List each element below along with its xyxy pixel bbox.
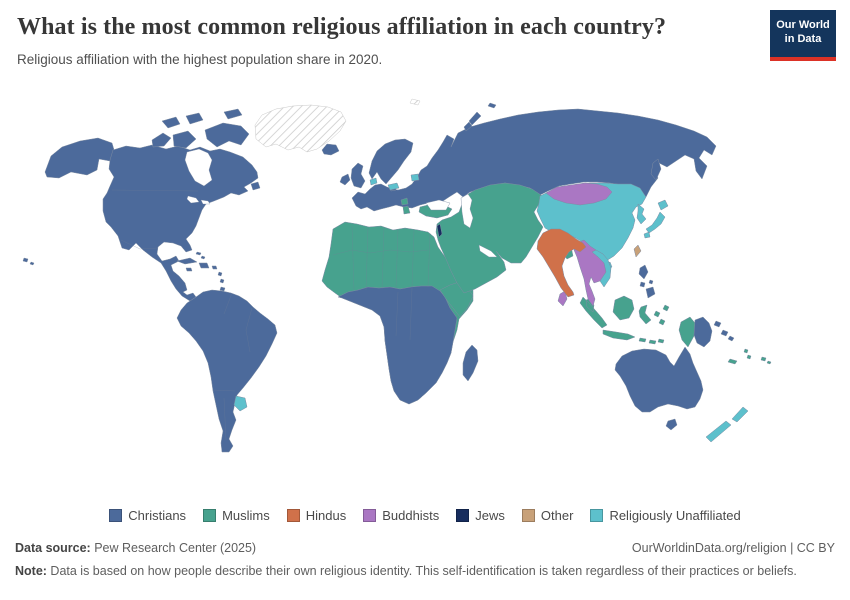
map-regions [22,98,772,453]
country-borders [111,189,431,441]
legend-label-hindus: Hindus [305,508,347,523]
attribution-link[interactable]: OurWorldinData.org/religion | CC BY [631,541,835,555]
page-title: What is the most common religious affili… [17,14,667,40]
region-north-america[interactable] [102,144,259,302]
owid-logo-line1: Our World [776,19,830,31]
legend-label-other: Other [540,508,574,523]
persian-gulf [478,244,498,258]
legend-label-unaffiliated: Religiously Unaffiliated [609,508,741,523]
data-source-text: Pew Research Center (2025) [90,541,257,555]
legend-label-christians: Christians [128,508,187,523]
legend-item-hindus[interactable]: Hindus [286,508,347,523]
region-subsaharan-africa[interactable] [337,285,458,405]
chart-note: Note: Data is based on how people descri… [15,564,835,578]
region-sakhalin[interactable] [650,158,662,181]
region-india[interactable] [536,228,587,298]
region-new-zealand[interactable] [705,406,749,443]
legend-item-christians[interactable]: Christians [109,508,186,523]
legend-swatch-hindus [286,509,300,522]
legend-swatch-other [521,509,535,522]
hudson-bay [184,148,213,187]
region-british-isles[interactable] [339,162,366,189]
legend-label-buddhists: Buddhists [382,508,440,523]
region-japan[interactable] [643,199,669,239]
region-newfoundland[interactable] [250,181,261,191]
region-israel[interactable] [436,223,443,238]
region-south-america[interactable] [176,289,278,453]
region-taiwan[interactable] [633,244,642,258]
great-lakes [186,195,211,205]
region-uruguay[interactable] [233,395,248,412]
chart-footer: Data source: Pew Research Center (2025) … [15,541,835,578]
region-greenland-no-data[interactable] [254,104,347,153]
region-iceland[interactable] [321,143,340,156]
region-balkan-muslim[interactable] [400,197,411,215]
legend-label-jews: Jews [475,508,505,523]
region-estonia[interactable] [410,173,420,182]
legend-item-other[interactable]: Other [521,508,574,523]
legend-swatch-buddhists [363,509,377,522]
region-madagascar[interactable] [462,344,479,382]
legend-swatch-christians [109,509,123,522]
region-caribbean[interactable] [176,251,226,292]
map-legend: Christians Muslims Hindus Buddhists Jews… [0,508,850,523]
owid-logo-line2: in Data [784,33,822,46]
owid-logo[interactable]: Our World in Data [770,10,836,61]
note-label: Note: [15,564,47,578]
data-source-label: Data source: [15,541,91,555]
legend-item-unaffiliated[interactable]: Religiously Unaffiliated [590,508,741,523]
region-hawaii[interactable] [22,257,35,266]
region-pacific-islands[interactable] [727,348,772,365]
region-arctic-islands[interactable] [151,108,250,149]
legend-swatch-jews [456,509,470,522]
legend-swatch-unaffiliated [590,509,604,522]
region-novaya-zemlya[interactable] [463,102,497,132]
region-papua-new-guinea[interactable] [693,316,735,348]
legend-item-muslims[interactable]: Muslims [203,508,270,523]
legend-item-jews[interactable]: Jews [456,508,505,523]
region-alaska[interactable] [44,137,116,179]
region-australia[interactable] [614,346,704,431]
legend-swatch-muslims [203,509,217,522]
region-svalbard-no-data[interactable] [409,98,421,106]
region-malaysia-indonesia[interactable] [579,295,696,348]
black-sea [425,199,451,211]
region-vietnam[interactable] [591,249,612,288]
legend-label-muslims: Muslims [222,508,270,523]
page-subtitle: Religious affiliation with the highest p… [17,52,383,67]
region-czechia[interactable] [387,182,400,191]
note-text: Data is based on how people describe the… [46,564,797,578]
region-korea[interactable] [636,203,647,225]
region-netherlands[interactable] [369,177,378,186]
legend-item-buddhists[interactable]: Buddhists [363,508,439,523]
data-source: Data source: Pew Research Center (2025) [15,541,256,555]
caspian-sea [460,193,474,229]
region-mongolia[interactable] [545,182,613,206]
region-philippines[interactable] [638,264,656,299]
